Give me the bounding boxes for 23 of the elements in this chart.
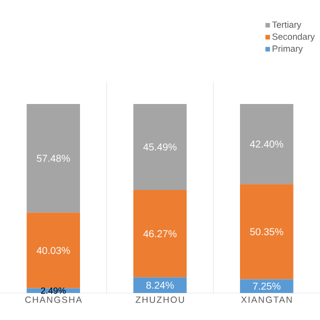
x-tick-label: ZHUZHOU (136, 296, 184, 303)
data-label: 2.49% (41, 287, 66, 294)
bar (240, 184, 294, 280)
data-label: 45.49% (143, 143, 177, 151)
x-tick-label: CHANGSHA (25, 296, 82, 303)
legend-label: Primary (272, 45, 303, 54)
bar (133, 190, 187, 278)
bar (133, 104, 187, 190)
bar (240, 104, 294, 184)
data-label: 42.40% (250, 140, 284, 148)
legend-label: Secondary (272, 33, 315, 42)
data-label: 40.03% (36, 246, 70, 254)
bar (133, 277, 187, 293)
bar (26, 104, 80, 213)
x-tick-label: XIANGTAN (241, 296, 292, 303)
data-label: 46.27% (143, 230, 177, 238)
data-label: 7.25% (253, 282, 280, 290)
bar (26, 212, 80, 288)
data-label: 50.35% (250, 228, 284, 236)
data-label: 8.24% (146, 282, 174, 289)
data-label: 57.48% (36, 154, 70, 162)
legend-label: Tertiary (272, 21, 302, 30)
bar (240, 279, 294, 293)
